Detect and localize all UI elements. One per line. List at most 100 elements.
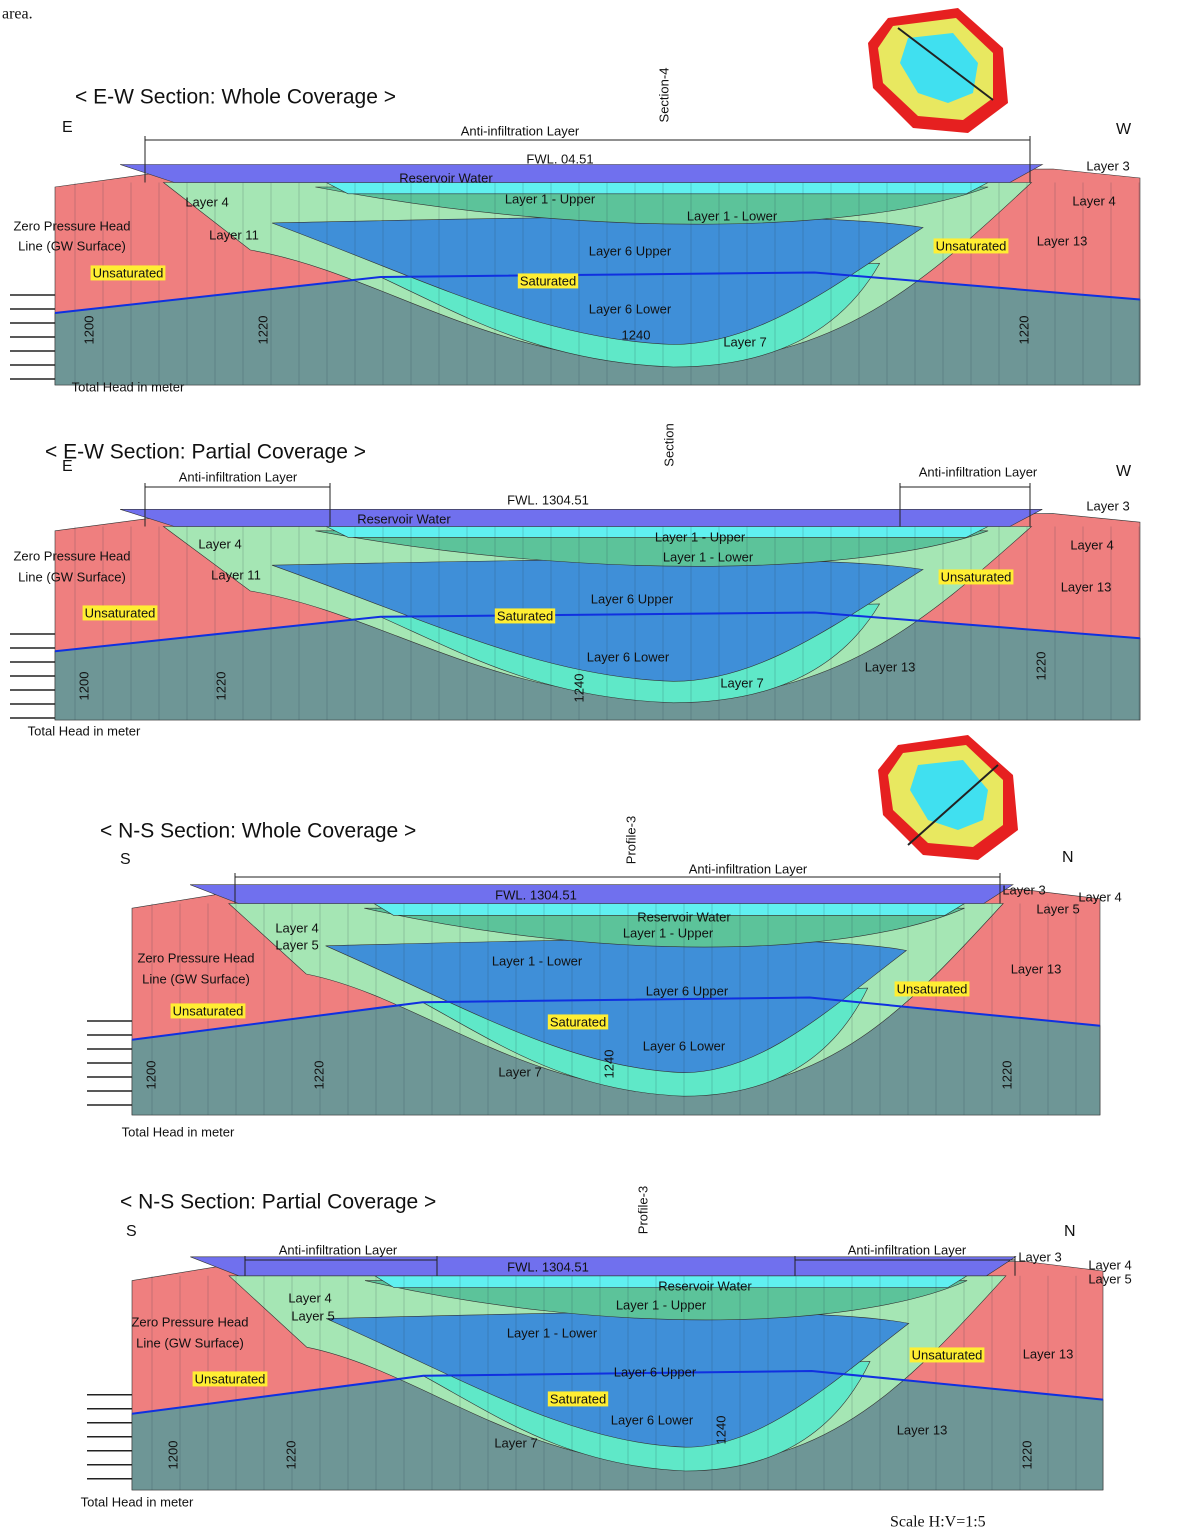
- label: Layer 13: [1037, 233, 1088, 248]
- label: Layer 5: [1088, 1271, 1131, 1286]
- label: Reservoir Water: [658, 1278, 752, 1293]
- label: Anti-infiltration Layer: [919, 464, 1038, 479]
- panel-title: < N-S Section: Partial Coverage >: [120, 1191, 436, 1214]
- label: Zero Pressure Head: [13, 548, 130, 563]
- label: Profile-3: [635, 1186, 650, 1234]
- label: Anti-infiltration Layer: [848, 1242, 967, 1257]
- label: Total Head in meter: [81, 1494, 194, 1509]
- zone-label: Unsaturated: [897, 981, 968, 996]
- label: Layer 7: [723, 334, 766, 349]
- right-end: W: [1116, 121, 1132, 138]
- label: Layer 1 - Upper: [616, 1297, 707, 1312]
- label: Total Head in meter: [72, 379, 185, 394]
- panel-title: < N-S Section: Whole Coverage >: [100, 820, 416, 843]
- label: Line (GW Surface): [142, 971, 250, 986]
- label: FWL. 1304.51: [507, 492, 589, 507]
- label: Layer 6 Upper: [591, 591, 674, 606]
- left-end: E: [62, 458, 73, 475]
- label: Layer 11: [211, 567, 261, 582]
- label: Layer 7: [720, 675, 763, 690]
- label: Layer 6 Upper: [614, 1364, 697, 1379]
- label: Total Head in meter: [28, 723, 141, 738]
- label: Layer 6 Upper: [646, 983, 729, 998]
- label: Layer 1 - Lower: [663, 549, 754, 564]
- label: Line (GW Surface): [136, 1335, 244, 1350]
- label: Layer 3: [1086, 498, 1129, 513]
- label: Layer 13: [897, 1422, 948, 1437]
- label: 1220: [213, 672, 228, 701]
- label: Layer 1 - Upper: [505, 191, 596, 206]
- label: Layer 11: [209, 227, 259, 242]
- label: Section-4: [656, 68, 671, 123]
- label: Layer 6 Lower: [643, 1038, 726, 1053]
- figure: area. Scale H:V=1:5 < E-W Section: Whole…: [0, 0, 1193, 1535]
- label: Layer 1 - Lower: [687, 208, 778, 223]
- label: Layer 4: [1088, 1257, 1131, 1272]
- label: Anti-infiltration Layer: [279, 1242, 398, 1257]
- label: Layer 13: [1023, 1346, 1074, 1361]
- zone-label: Unsaturated: [195, 1371, 266, 1386]
- label: FWL. 1304.51: [507, 1259, 589, 1274]
- label: Profile-3: [623, 816, 638, 864]
- cross-section: < N-S Section: Whole Coverage > S N Profile…: [87, 816, 1122, 1140]
- label: Reservoir Water: [399, 170, 493, 185]
- scale-note: Scale H:V=1:5: [890, 1514, 986, 1531]
- zone-label: Saturated: [520, 273, 576, 288]
- panel-title: < E-W Section: Partial Coverage >: [45, 441, 366, 464]
- right-end: W: [1116, 463, 1132, 480]
- label: Anti-infiltration Layer: [689, 861, 808, 876]
- label: Layer 3: [1086, 158, 1129, 173]
- label: Layer 7: [498, 1064, 541, 1079]
- label: 1220: [1033, 652, 1048, 681]
- label: Layer 6 Lower: [589, 301, 672, 316]
- layer: [190, 885, 1013, 904]
- label: Layer 13: [1061, 579, 1112, 594]
- label: Anti-infiltration Layer: [179, 469, 298, 484]
- caption-fragment: area.: [2, 6, 33, 23]
- label: FWL. 04.51: [526, 151, 593, 166]
- label: Layer 1 - Upper: [623, 925, 714, 940]
- label: 1240: [601, 1050, 616, 1079]
- cross-section: < N-S Section: Partial Coverage >SNProfi…: [81, 1186, 1132, 1510]
- label: Layer 5: [275, 937, 318, 952]
- zone-label: Saturated: [550, 1014, 606, 1029]
- label: Total Head in meter: [122, 1124, 235, 1139]
- label: Layer 13: [1011, 961, 1062, 976]
- layer: [120, 509, 1042, 526]
- left-end: S: [120, 851, 131, 868]
- label: 1220: [283, 1441, 298, 1470]
- label: Layer 4: [1070, 537, 1113, 552]
- label: 1220: [311, 1061, 326, 1090]
- label: Layer 4: [1078, 889, 1121, 904]
- label: Line (GW Surface): [18, 238, 126, 253]
- label: Layer 5: [1036, 901, 1079, 916]
- label: 1200: [81, 316, 96, 345]
- label: Line (GW Surface): [18, 569, 126, 584]
- label: Reservoir Water: [637, 909, 731, 924]
- zone-label: Saturated: [550, 1391, 606, 1406]
- label: Anti-infiltration Layer: [461, 123, 580, 138]
- zone-label: Unsaturated: [173, 1003, 244, 1018]
- label: 1200: [143, 1061, 158, 1090]
- label: Zero Pressure Head: [137, 950, 254, 965]
- label: Layer 1 - Lower: [492, 953, 583, 968]
- label: Layer 6 Lower: [587, 649, 670, 664]
- label: Layer 4: [1072, 193, 1115, 208]
- label: 1200: [165, 1441, 180, 1470]
- left-end: S: [126, 1223, 137, 1240]
- label: Layer 6 Upper: [589, 243, 672, 258]
- label: Layer 1 - Lower: [507, 1325, 598, 1340]
- zone-label: Saturated: [497, 608, 553, 623]
- label: Zero Pressure Head: [13, 218, 130, 233]
- layer: [120, 165, 1042, 183]
- right-end: N: [1062, 849, 1074, 866]
- inset-map: [868, 8, 1008, 133]
- label: Layer 7: [494, 1435, 537, 1450]
- label: 1200: [76, 672, 91, 701]
- zone-label: Unsaturated: [941, 569, 1012, 584]
- left-end: E: [62, 119, 73, 136]
- zone-label: Unsaturated: [93, 265, 164, 280]
- label: Layer 1 - Upper: [655, 529, 746, 544]
- label: Layer 3: [1018, 1249, 1061, 1264]
